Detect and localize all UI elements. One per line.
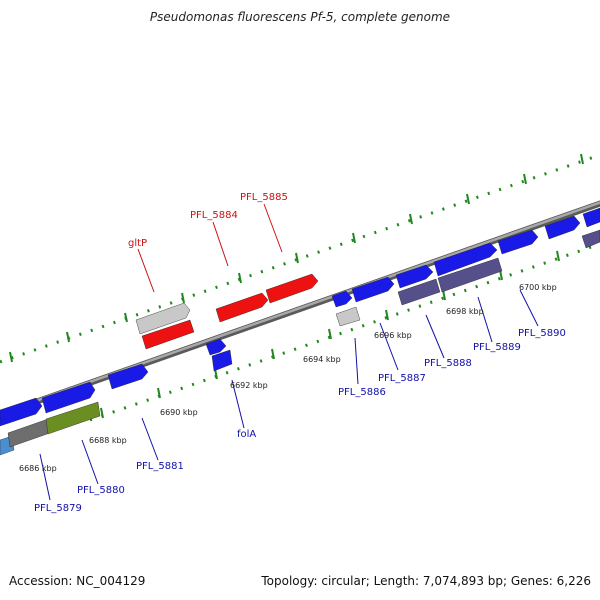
- tick-mark: [181, 292, 185, 304]
- gene-label-pfl-5881[interactable]: PFL_5881: [136, 461, 184, 472]
- outer-tick-track: [0, 153, 600, 364]
- tick-label: 6698 kbp: [446, 307, 484, 316]
- tick-label: 6694 kbp: [303, 355, 341, 364]
- gene-block[interactable]: [331, 290, 353, 308]
- gene-block[interactable]: [335, 306, 361, 327]
- tick-mark: [238, 272, 242, 284]
- gene-block[interactable]: [215, 292, 269, 323]
- tick-mark: [157, 387, 161, 399]
- tick-label: 6700 kbp: [519, 283, 557, 292]
- tick-mark: [580, 153, 584, 165]
- gene-block[interactable]: [141, 319, 195, 350]
- gene-features: [0, 207, 600, 456]
- top-gene-labels: gltP PFL_5884 PFL_5885: [128, 192, 288, 249]
- tick-mark: [9, 351, 13, 363]
- gene-block[interactable]: [397, 278, 441, 306]
- tick-mark: [352, 232, 356, 244]
- gene-block[interactable]: [433, 242, 498, 277]
- gene-block[interactable]: [265, 273, 319, 304]
- gene-label-pfl-5879[interactable]: PFL_5879: [34, 503, 82, 514]
- tick-label: 6692 kbp: [230, 381, 268, 390]
- tick-mark: [328, 328, 332, 340]
- tick-mark: [385, 309, 389, 321]
- tick-mark: [271, 348, 275, 360]
- tick-mark: [124, 312, 128, 323]
- gene-label-pfl-5880[interactable]: PFL_5880: [77, 485, 125, 496]
- gene-label-fola[interactable]: folA: [237, 429, 256, 440]
- gene-block[interactable]: [395, 264, 434, 289]
- gene-block[interactable]: [41, 381, 96, 414]
- gene-block[interactable]: [544, 215, 581, 240]
- tick-labels: 6686 kbp 6688 kbp 6690 kbp 6692 kbp 6694…: [19, 283, 557, 473]
- gene-label-pfl-5886[interactable]: PFL_5886: [338, 387, 386, 398]
- gene-block[interactable]: [45, 401, 101, 435]
- gene-block[interactable]: [582, 207, 600, 228]
- gene-block[interactable]: [205, 338, 227, 356]
- accession-text: Accession: NC_004129: [9, 574, 146, 588]
- gene-label-pfl-5889[interactable]: PFL_5889: [473, 342, 521, 353]
- tick-mark: [409, 213, 413, 225]
- gene-label-pfl-5887[interactable]: PFL_5887: [378, 373, 426, 384]
- gene-block[interactable]: [351, 276, 395, 303]
- major-ticks: [9, 153, 584, 419]
- gene-block[interactable]: [437, 257, 503, 293]
- tick-label: 6696 kbp: [374, 331, 412, 340]
- gene-block[interactable]: [497, 229, 539, 255]
- tick-mark: [295, 252, 299, 264]
- gene-label-pfl-5888[interactable]: PFL_5888: [424, 358, 472, 369]
- gene-label-pfl-5884[interactable]: PFL_5884: [190, 210, 238, 221]
- gene-label-pfl-5890[interactable]: PFL_5890: [518, 328, 566, 339]
- label-leaders: [39, 203, 539, 501]
- genome-backbone: [0, 200, 600, 418]
- gene-block[interactable]: [581, 229, 600, 249]
- tick-mark: [66, 331, 70, 343]
- tick-mark: [556, 250, 560, 262]
- gene-block[interactable]: [0, 397, 43, 427]
- tick-mark: [523, 173, 527, 185]
- genome-title: Pseudomonas fluorescens Pf-5, complete g…: [149, 10, 451, 24]
- gene-label-pfl-5885[interactable]: PFL_5885: [240, 192, 288, 203]
- genome-summary-text: Topology: circular; Length: 7,074,893 bp…: [261, 574, 591, 588]
- tick-label: 6690 kbp: [160, 408, 198, 417]
- gene-block[interactable]: [135, 302, 191, 335]
- gene-label-gltp[interactable]: gltP: [128, 238, 147, 249]
- tick-mark: [100, 407, 104, 419]
- tick-label: 6686 kbp: [19, 464, 57, 473]
- tick-mark: [466, 193, 470, 205]
- gene-block[interactable]: [211, 349, 233, 372]
- gene-block[interactable]: [7, 418, 51, 448]
- gene-block[interactable]: [107, 363, 149, 390]
- bottom-gene-labels: PFL_5879 PFL_5880 PFL_5881 folA PFL_5886…: [34, 328, 566, 514]
- tick-label: 6688 kbp: [89, 436, 127, 445]
